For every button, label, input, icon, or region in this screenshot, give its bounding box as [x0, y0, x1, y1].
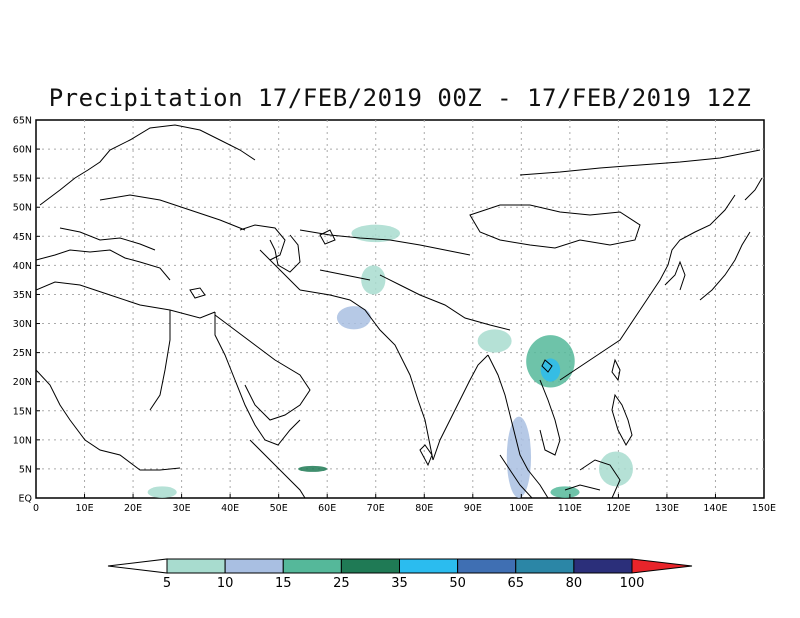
lon-label: 130E [655, 503, 679, 514]
lat-label: 20N [13, 377, 32, 388]
lat-label: 35N [13, 290, 32, 301]
legend-tick-label: 35 [391, 576, 408, 591]
lon-label: 40E [221, 503, 239, 514]
lat-label: 45N [13, 232, 32, 243]
precip-area [598, 451, 633, 487]
lon-label: 30E [173, 503, 191, 514]
coastlines [36, 124, 763, 498]
legend-tick-label: 15 [275, 576, 292, 591]
lon-label: 70E [367, 503, 385, 514]
legend-tick-label: 100 [620, 576, 645, 591]
legend-tick-label: 65 [507, 576, 524, 591]
lon-label: 90E [464, 503, 482, 514]
lat-label: 25N [13, 348, 32, 359]
lat-label: 55N [13, 174, 32, 185]
precip-area [336, 306, 371, 330]
lon-label: 80E [415, 503, 433, 514]
lat-label: 50N [13, 203, 32, 214]
lat-label: 30N [13, 319, 32, 330]
latitude-labels: 65N 60N 55N 50N 45N 40N 35N 30N 25N 20N 15N 10N 5N EQ [13, 116, 40, 505]
legend-tick-label: 25 [333, 576, 350, 591]
legend-box [457, 558, 517, 574]
legend-tick-label: 50 [449, 576, 466, 591]
legend-tick-label: 10 [217, 576, 234, 591]
lat-label: 15N [13, 406, 32, 417]
legend-arrow-high [631, 558, 693, 574]
lon-label: 20E [124, 503, 142, 514]
map-frame [35, 119, 765, 499]
legend-box [282, 558, 342, 574]
lat-label: 10N [13, 435, 32, 446]
legend-box [340, 558, 400, 574]
precip-area [298, 465, 328, 472]
lon-label: 50E [270, 503, 288, 514]
precip-area [477, 329, 512, 353]
lon-label: 100E [509, 503, 533, 514]
lat-label: 5N [19, 464, 32, 475]
legend-tick-label: 5 [163, 576, 171, 591]
precip-area [361, 265, 386, 295]
legend-tick-label: 80 [566, 576, 583, 591]
lon-label: 120E [606, 503, 630, 514]
coast-details [189, 229, 553, 373]
precip-area [550, 486, 580, 498]
precip-area [540, 358, 561, 382]
lon-label: 110E [558, 503, 582, 514]
lat-label: 65N [13, 116, 32, 127]
map-gridlines [36, 120, 764, 498]
precip-area [506, 416, 532, 498]
precip-area [147, 486, 177, 498]
lon-label: 150E [752, 503, 776, 514]
legend-box [224, 558, 284, 574]
legend-box [399, 558, 459, 574]
lat-label: 60N [13, 145, 32, 156]
map-title: Precipitation 17/FEB/2019 00Z - 17/FEB/2… [48, 84, 752, 112]
legend-box [166, 558, 226, 574]
lon-label: 10E [75, 503, 93, 514]
lon-label: 60E [318, 503, 336, 514]
legend-box [573, 558, 633, 574]
lat-label: EQ [19, 494, 32, 505]
precip-legend: 5 10 15 25 35 50 65 80 100 [107, 558, 693, 591]
lon-label: 140E [703, 503, 727, 514]
longitude-labels: 0 10E 20E 30E 40E 50E 60E 70E 80E 90E 100E 110E 120E… [33, 494, 776, 514]
lon-label: 0 [33, 503, 39, 514]
legend-arrow-low [107, 558, 168, 574]
legend-box [515, 558, 575, 574]
lat-label: 40N [13, 261, 32, 272]
precip-areas [147, 224, 633, 498]
